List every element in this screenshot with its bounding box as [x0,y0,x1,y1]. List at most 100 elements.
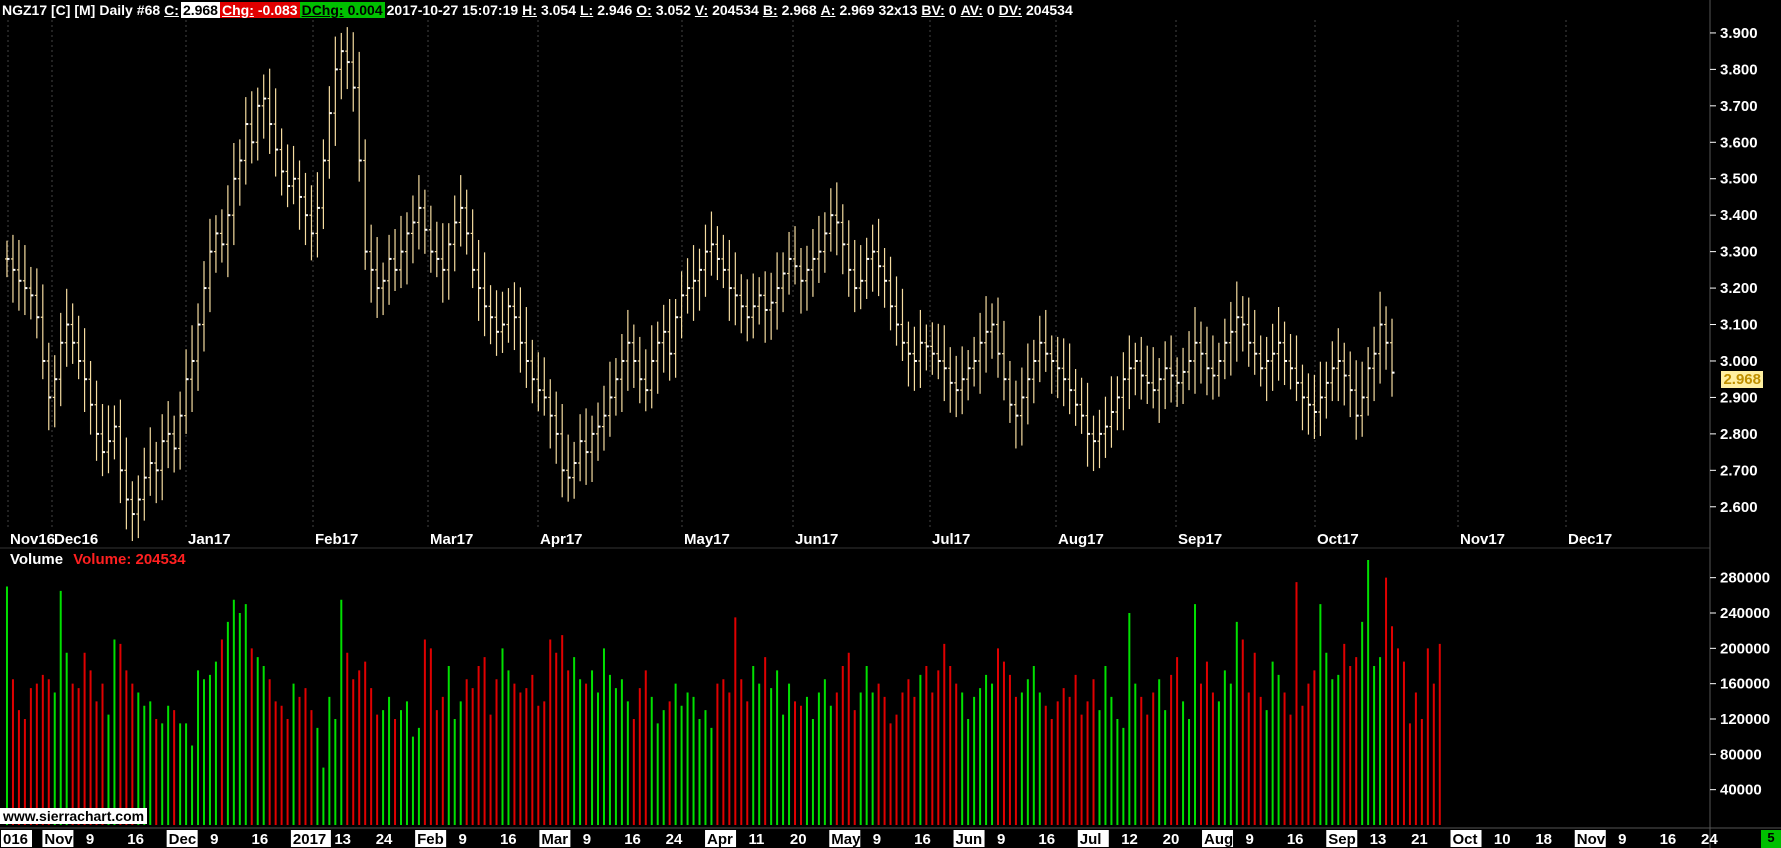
month-label: Aug17 [1058,531,1104,548]
high-value: 3.054 [540,1,576,18]
time-axis-label: Oct [1453,831,1478,848]
time-axis-label: Nov [44,831,73,848]
time-axis-label: Nov [1577,831,1606,848]
time-axis-label: May [831,831,861,848]
size-label: 32x13 [878,1,918,18]
month-label: Jun17 [795,531,838,548]
datetime: 2017-10-27 15:07:19 [386,1,519,18]
month-label: May17 [684,531,730,548]
time-label-box [166,830,198,847]
time-label-box [42,830,74,847]
time-axis-label: 16 [624,831,641,848]
time-axis-label: Jun [956,831,983,848]
time-axis-label: 9 [86,831,94,848]
volume-tick-label: 200000 [1720,640,1770,657]
time-axis-label: Apr [707,831,733,848]
month-label: Feb17 [315,531,358,548]
time-label-box [539,830,571,847]
last-price-tag: 2.968 [1721,371,1763,388]
time-label-box [1077,830,1109,847]
time-axis-label: 11 [748,831,764,848]
open-label: O: [636,1,652,18]
symbol-label[interactable]: NGZ17 [C] [M] [2,1,96,18]
time-axis-label: 9 [873,831,881,848]
month-label: Mar17 [430,531,473,548]
time-axis-label: 24 [666,831,683,848]
volume-tick-label: 40000 [1720,782,1762,799]
dv-label: DV: [998,1,1023,18]
bar-index: #68 [136,1,161,18]
period-label[interactable]: Daily [99,1,133,18]
time-axis-label: 9 [583,831,591,848]
volume-tick-label: 160000 [1720,676,1770,693]
month-label: Jul17 [932,531,970,548]
time-axis-label: Jul [1080,831,1102,848]
time-axis-label: 12 [1121,831,1138,848]
time-label-box [290,830,331,847]
bid-label: B: [762,1,778,18]
open-value: 3.052 [655,1,691,18]
chart-header: NGZ17 [C] [M] Daily #68 C: 2.968 Chg: -0… [0,0,1075,19]
time-axis-label: 16 [127,831,144,848]
chg-label: Chg: [219,1,256,18]
time-axis-label: 9 [997,831,1005,848]
dchg-label: DChg: [299,1,346,18]
month-label: Nov16 [10,531,55,548]
time-label-box [1326,830,1358,847]
dchg-value: 0.004 [345,1,385,18]
time-axis-label: 16 [914,831,931,848]
time-axis-label: 16 [1038,831,1055,848]
time-axis-label: 9 [210,831,218,848]
volume-title: Volume [10,551,64,568]
price-tick-label: 2.900 [1720,389,1758,406]
price-tick-label: 3.600 [1720,134,1758,151]
time-axis-label: 20 [790,831,807,848]
dv-value: 204534 [1026,1,1073,18]
time-axis-label: 016 [3,831,28,848]
price-tick-label: 3.200 [1720,280,1758,297]
price-tick-label: 3.300 [1720,244,1758,261]
time-axis-label: Feb [417,831,444,848]
volume-tick-label: 120000 [1720,711,1770,728]
time-axis-label: 2017 [293,831,326,848]
time-axis-label: 18 [1535,831,1552,848]
month-label: Oct17 [1317,531,1359,548]
volume-value: 204534 [712,1,759,18]
price-tick-label: 2.600 [1720,499,1758,516]
time-axis-label: Aug [1204,831,1233,848]
price-tick-label: 3.100 [1720,317,1758,334]
price-tick-label: 2.800 [1720,426,1758,443]
av-value: 0 [986,1,995,18]
price-bars [4,27,1395,542]
corner-badge[interactable]: 5 [1761,830,1781,848]
ask-value: 2.969 [839,1,875,18]
price-tick-label: 3.800 [1720,61,1758,78]
month-label: Dec16 [54,531,98,548]
time-axis-label: 9 [1245,831,1253,848]
low-label: L: [580,1,594,18]
time-label-box [1450,830,1482,847]
volume-study-label: Volume: 204534 [73,551,186,568]
price-tick-label: 3.500 [1720,171,1758,188]
time-axis-label: 21 [1411,831,1428,848]
month-label: Nov17 [1460,531,1505,548]
time-axis-label: 13 [1370,831,1387,848]
time-axis-label: 9 [459,831,467,848]
price-tick-label: 2.700 [1720,462,1758,479]
volume-panel-title: Volume Volume: 204534 [10,551,186,568]
close-label: C: [164,1,179,18]
time-axis-label: 16 [251,831,268,848]
time-axis-label: Sep [1328,831,1356,848]
month-label: Jan17 [188,531,231,548]
time-label-box [1574,830,1606,847]
time-axis-label: 24 [376,831,393,848]
volume-label: V: [694,1,709,18]
time-label-box [1,830,32,847]
time-axis-label: 16 [1287,831,1304,848]
time-axis-label: 10 [1494,831,1511,848]
time-axis-label: 16 [1660,831,1677,848]
time-label-box [953,830,985,847]
